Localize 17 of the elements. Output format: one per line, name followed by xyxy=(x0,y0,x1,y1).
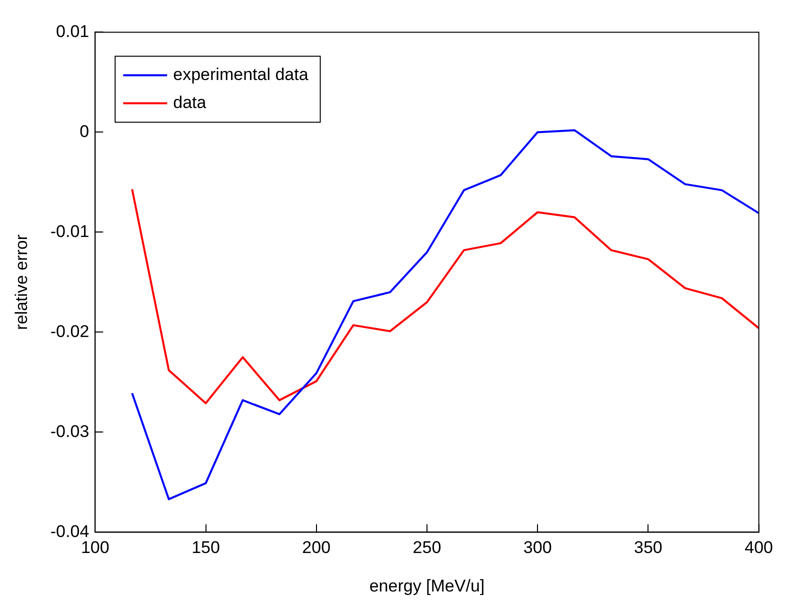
legend-label: experimental data xyxy=(173,64,309,84)
y-tick-label: -0.03 xyxy=(50,422,90,441)
x-tick-label: 400 xyxy=(744,538,774,558)
x-tick-label: 250 xyxy=(412,538,442,558)
y-axis-title: relative error xyxy=(12,234,31,330)
y-tick-label: -0.01 xyxy=(50,222,90,241)
y-tick-label: -0.02 xyxy=(50,322,90,341)
y-tick-label: 0.01 xyxy=(56,22,90,41)
y-tick-label: -0.04 xyxy=(50,522,90,541)
x-tick-label: 100 xyxy=(80,538,110,558)
x-tick-label: 350 xyxy=(634,538,662,558)
legend-label: data xyxy=(173,92,207,112)
x-axis-title: energy [MeV/u] xyxy=(369,576,485,596)
y-tick-label: 0 xyxy=(80,122,90,141)
x-tick-label: 200 xyxy=(302,538,331,558)
x-tick-label: 150 xyxy=(192,538,220,558)
x-tick-label: 300 xyxy=(523,538,552,558)
